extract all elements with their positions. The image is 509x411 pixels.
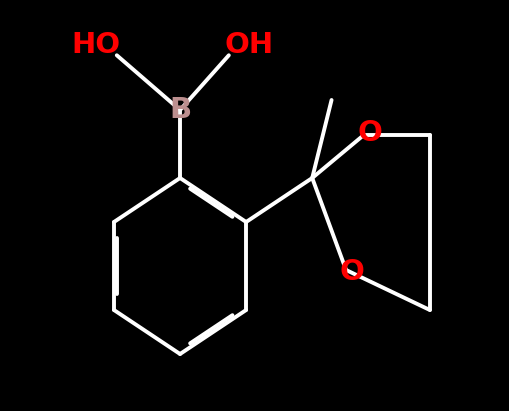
Text: OH: OH bbox=[224, 31, 273, 59]
Text: HO: HO bbox=[72, 31, 121, 59]
Text: O: O bbox=[357, 119, 382, 147]
Text: O: O bbox=[339, 258, 364, 286]
Text: B: B bbox=[168, 96, 191, 124]
